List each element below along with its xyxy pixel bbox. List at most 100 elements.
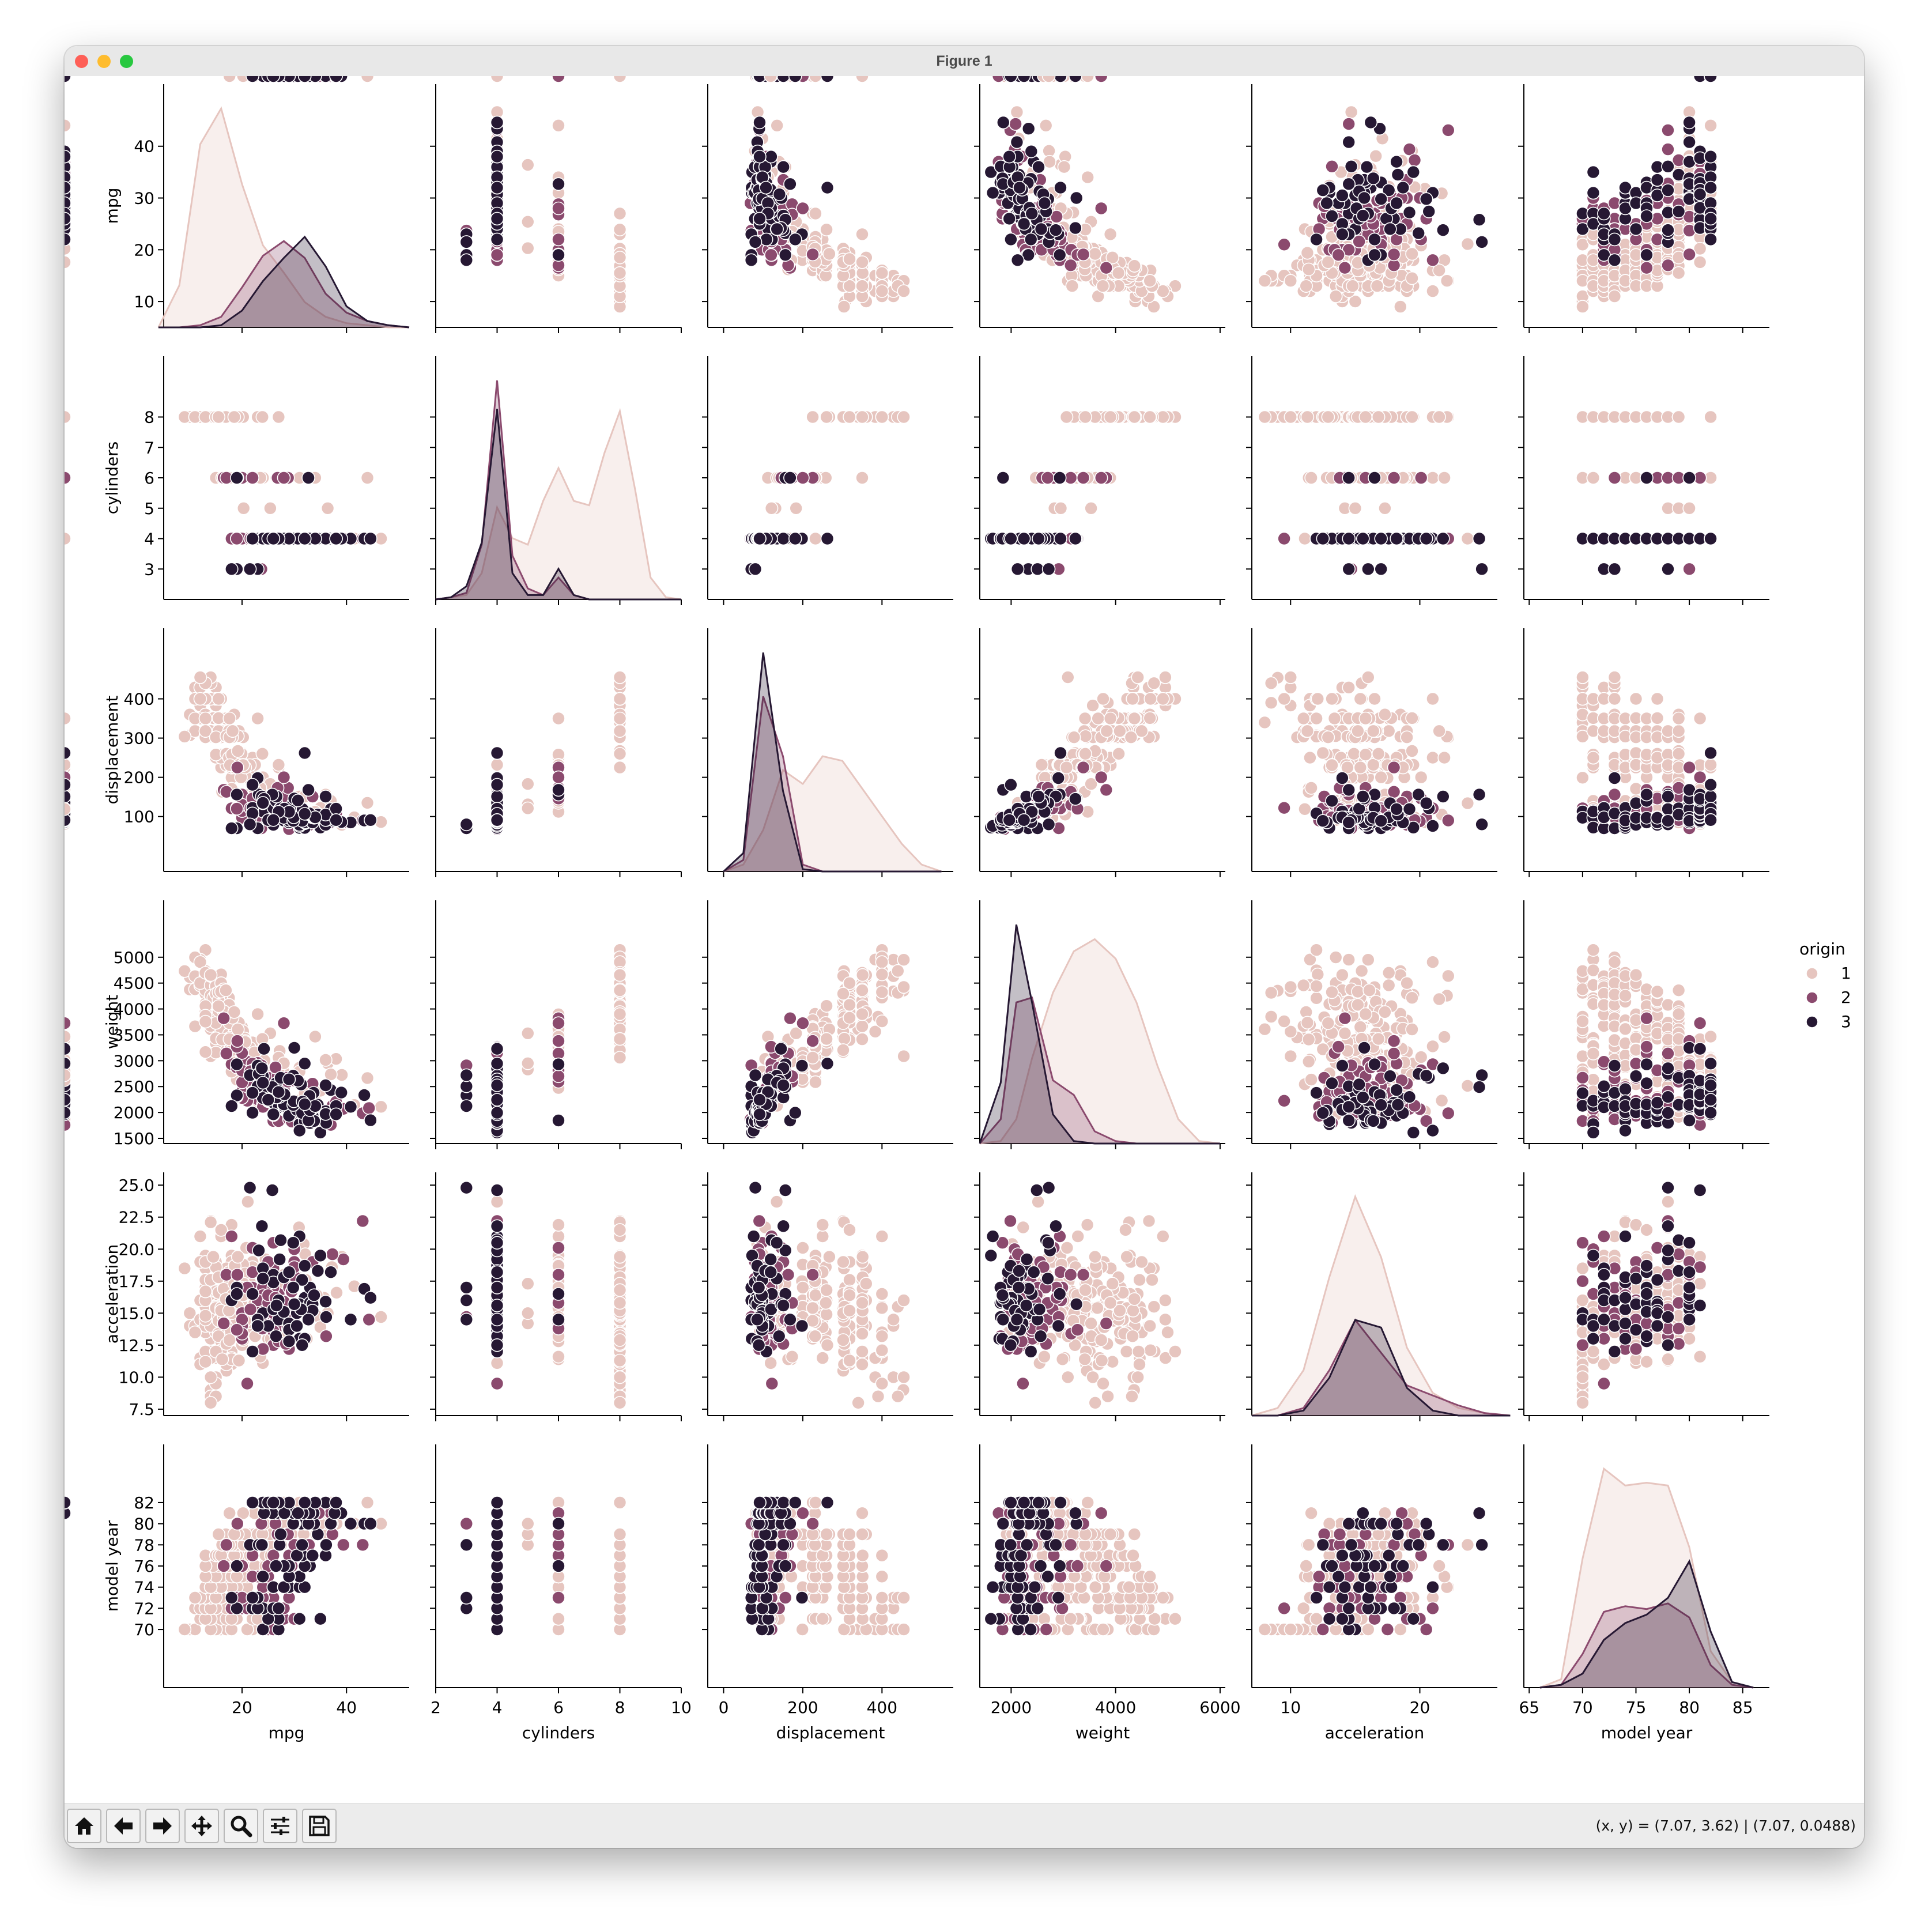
close-window-button[interactable] [75, 55, 88, 68]
scatter-point [1127, 259, 1142, 273]
scatter-point [1576, 300, 1590, 314]
scatter-point [1342, 177, 1356, 191]
scatter-point [822, 247, 836, 261]
scatter-point [1682, 115, 1696, 130]
scatter-point [1371, 410, 1386, 424]
scatter-point [552, 232, 565, 247]
scatter-point [490, 115, 504, 130]
scatter-point [1704, 119, 1718, 133]
scatter-point [459, 235, 474, 249]
scatter-point [1368, 471, 1382, 485]
scatter-point [1387, 471, 1401, 485]
scatter-point [1661, 183, 1675, 197]
scatter-point [230, 471, 244, 485]
scatter-point [1640, 209, 1654, 223]
scatter-point [855, 227, 869, 242]
scatter-point [1258, 410, 1272, 424]
scatter-point [1607, 253, 1622, 267]
scatter-point [1475, 235, 1489, 249]
scatter-point [855, 279, 869, 293]
scatter-point [1069, 531, 1082, 546]
scatter-point [277, 471, 291, 485]
scatter-point [490, 248, 504, 262]
scatter-point [1396, 180, 1410, 195]
scatter-point [364, 531, 378, 546]
minimize-window-button[interactable] [97, 55, 111, 68]
scatter-point [271, 758, 286, 772]
scatter-point [1309, 232, 1323, 247]
scatter-point [613, 206, 627, 221]
scatter-point [193, 692, 207, 706]
scatter-point [1406, 165, 1421, 179]
scatter-point [772, 187, 787, 201]
scatter-point [1671, 410, 1686, 424]
kde-line-origin-1 [157, 106, 409, 329]
y-tick-label: 300 [124, 729, 154, 748]
y-tick-label: 100 [124, 807, 154, 827]
scatter-point [1361, 562, 1375, 576]
scatter-point [1693, 255, 1707, 269]
scatter-point [1143, 410, 1157, 424]
scatter-point [236, 501, 251, 515]
scatter-point [820, 180, 835, 195]
scatter-point [552, 119, 565, 133]
scatter-point [1321, 410, 1335, 424]
scatter-point [297, 531, 312, 546]
scatter-point [783, 471, 797, 485]
scatter-point [764, 248, 778, 262]
scatter-point [1052, 471, 1067, 485]
scatter-point [198, 711, 213, 726]
scatter-point [1426, 284, 1440, 298]
scatter-point [193, 670, 207, 684]
scatter-point [1411, 226, 1425, 240]
y-tick-label: 20 [134, 240, 154, 259]
scatter-point [753, 212, 767, 226]
scatter-point [1597, 206, 1611, 221]
scatter-point [1054, 531, 1067, 546]
scatter-point [1422, 205, 1436, 218]
scatter-point [1052, 248, 1067, 262]
scatter-point [1390, 531, 1403, 546]
zoom-window-button[interactable] [120, 55, 133, 68]
scatter-point [753, 115, 767, 130]
figure-canvas[interactable]: 10 20 30 40 mpg 3 4 5 6 7 8 cylinders 100 200 300 400 di… [65, 76, 1864, 1803]
scatter-point [1436, 531, 1450, 546]
scatter-point [246, 531, 259, 546]
scatter-point [364, 813, 378, 827]
scatter-point [1607, 471, 1622, 485]
subplot-cylinders-vs-cylinders [430, 356, 682, 605]
scatter-point [1084, 501, 1098, 515]
scatter-point [1704, 410, 1718, 424]
y-tick-label: 40 [134, 137, 154, 156]
scatter-point [230, 787, 244, 802]
scatter-point [613, 760, 627, 775]
scatter-point [875, 284, 889, 298]
scatter-point [1661, 223, 1675, 237]
scatter-point [744, 253, 758, 267]
scatter-point [1436, 223, 1450, 237]
y-tick-label: 5 [144, 499, 154, 518]
scatter-point [776, 531, 790, 546]
scatter-point [1472, 213, 1486, 227]
scatter-point [1338, 261, 1352, 275]
scatter-point [1586, 471, 1601, 485]
scatter-point [1419, 531, 1433, 546]
scatter-point [320, 501, 335, 515]
y-tick-label: 6 [144, 469, 154, 488]
kde-fill-origin-2 [158, 241, 409, 327]
scatter-point [748, 235, 763, 249]
scatter-point [1358, 410, 1373, 424]
scatter-point [1370, 279, 1384, 293]
scatter-point [490, 212, 504, 226]
scatter-point [1024, 144, 1039, 159]
scatter-point [1054, 501, 1068, 515]
scatter-point [1002, 212, 1016, 226]
y-tick-label: 3 [144, 560, 154, 579]
scatter-point [297, 807, 312, 821]
scatter-point [875, 410, 889, 424]
scatter-point [1017, 217, 1031, 231]
scatter-point [1057, 160, 1071, 174]
scatter-point [1682, 471, 1696, 485]
scatter-point [1671, 266, 1686, 280]
